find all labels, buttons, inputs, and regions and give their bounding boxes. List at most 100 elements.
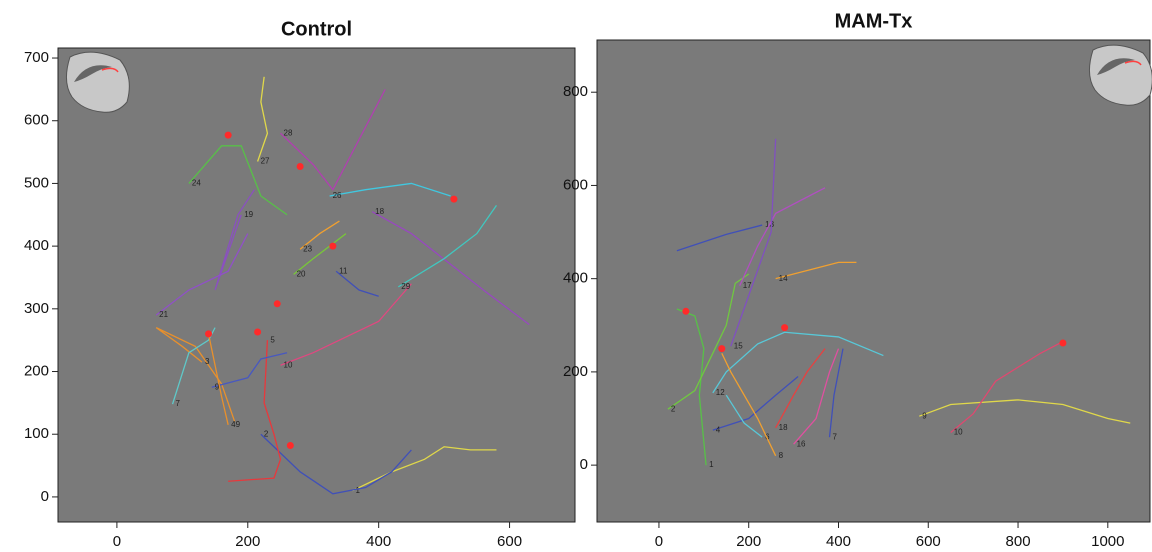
trace bbox=[293, 233, 347, 275]
trace-label: 20 bbox=[297, 269, 306, 278]
trace bbox=[256, 76, 269, 162]
chart-title: MAM-Tx bbox=[835, 10, 913, 32]
trace bbox=[280, 283, 412, 366]
x-tick-label: 400 bbox=[826, 533, 851, 550]
trace-label: 7 bbox=[176, 399, 181, 408]
x-tick-label: 0 bbox=[113, 533, 121, 550]
trace-label: 7 bbox=[833, 432, 838, 441]
x-tick-label: 200 bbox=[235, 533, 260, 550]
start-marker bbox=[296, 163, 304, 170]
x-tick-label: 200 bbox=[736, 533, 761, 550]
trace-label: 9 bbox=[215, 382, 220, 391]
trace-label: 19 bbox=[244, 210, 253, 219]
y-tick-label: 500 bbox=[24, 174, 49, 191]
trace bbox=[712, 376, 799, 431]
brain-region bbox=[101, 67, 119, 73]
trace-label: 10 bbox=[284, 360, 293, 369]
trace-label: 9 bbox=[922, 411, 927, 420]
trace-label: 4 bbox=[716, 425, 721, 434]
trace bbox=[712, 331, 884, 394]
trace-label: 29 bbox=[401, 282, 410, 291]
trace-label: 28 bbox=[284, 128, 293, 137]
start-marker bbox=[224, 131, 232, 139]
trace-label: 24 bbox=[192, 179, 201, 188]
plot-area bbox=[57, 47, 576, 523]
trace-label: 1 bbox=[355, 486, 360, 495]
trace-label: 2 bbox=[671, 404, 676, 413]
brain-outline bbox=[66, 51, 130, 113]
y-tick-label: 700 bbox=[24, 49, 49, 66]
trace-label: 8 bbox=[779, 451, 784, 460]
trace bbox=[676, 224, 763, 252]
start-marker bbox=[329, 242, 337, 250]
trace bbox=[211, 352, 288, 388]
y-tick-label: 100 bbox=[24, 425, 49, 442]
trace bbox=[667, 273, 750, 410]
trace bbox=[188, 145, 288, 216]
y-tick-label: 400 bbox=[563, 270, 588, 287]
plot-area bbox=[596, 39, 1151, 523]
x-tick-label: 0 bbox=[655, 533, 663, 550]
y-tick-label: 600 bbox=[563, 176, 588, 193]
trace bbox=[828, 348, 844, 438]
trace bbox=[397, 205, 498, 288]
start-marker bbox=[286, 442, 294, 450]
trace bbox=[721, 352, 777, 457]
brain-outline bbox=[1089, 44, 1152, 106]
trace-label: 16 bbox=[797, 439, 806, 448]
trace-label: 2 bbox=[264, 429, 269, 438]
y-tick-label: 300 bbox=[24, 300, 49, 317]
brain-ventricle bbox=[74, 65, 112, 82]
trace-label: 12 bbox=[716, 388, 725, 397]
trace bbox=[725, 394, 763, 438]
trace bbox=[739, 187, 826, 286]
x-tick-label: 1000 bbox=[1091, 533, 1124, 550]
trace-label: 23 bbox=[303, 244, 312, 253]
x-tick-label: 400 bbox=[366, 533, 391, 550]
trace-label: 18 bbox=[779, 423, 788, 432]
brain-region bbox=[1124, 60, 1142, 66]
trace-label: 15 bbox=[734, 341, 743, 350]
trace-label: 5 bbox=[270, 335, 275, 344]
trace bbox=[299, 220, 340, 250]
start-marker bbox=[781, 324, 789, 332]
y-tick-label: 400 bbox=[24, 237, 49, 254]
trace bbox=[793, 348, 840, 445]
trace bbox=[280, 89, 386, 191]
start-marker bbox=[1059, 339, 1067, 347]
trace bbox=[730, 138, 777, 347]
start-marker bbox=[718, 345, 726, 353]
start-marker bbox=[273, 300, 281, 308]
trace bbox=[352, 446, 497, 492]
trace-label: 26 bbox=[333, 191, 342, 200]
trace-label: 1 bbox=[709, 460, 714, 469]
brain-icon bbox=[66, 51, 130, 113]
trace bbox=[155, 327, 236, 422]
trace-label: 49 bbox=[231, 420, 240, 429]
start-marker bbox=[682, 307, 690, 315]
trace bbox=[676, 308, 707, 466]
start-marker bbox=[450, 195, 458, 203]
start-marker bbox=[254, 328, 262, 336]
trace-label: 14 bbox=[779, 274, 788, 283]
y-tick-label: 200 bbox=[24, 362, 49, 379]
y-tick-label: 0 bbox=[580, 456, 588, 473]
x-tick-label: 600 bbox=[497, 533, 522, 550]
trace bbox=[155, 233, 249, 316]
y-tick-label: 800 bbox=[563, 83, 588, 100]
trace bbox=[775, 348, 826, 429]
chart-title: Control bbox=[281, 18, 352, 40]
trace-label: 6 bbox=[765, 432, 770, 441]
trace bbox=[335, 270, 379, 297]
trace-label: 3 bbox=[205, 357, 210, 366]
trace-label: 10 bbox=[954, 428, 963, 437]
y-tick-label: 600 bbox=[24, 112, 49, 129]
x-tick-label: 600 bbox=[916, 533, 941, 550]
trace bbox=[260, 433, 412, 495]
trace bbox=[919, 399, 1131, 424]
trace-label: 18 bbox=[375, 207, 384, 216]
trace bbox=[214, 189, 255, 291]
brain-icon bbox=[1089, 44, 1152, 106]
trace bbox=[228, 340, 282, 482]
